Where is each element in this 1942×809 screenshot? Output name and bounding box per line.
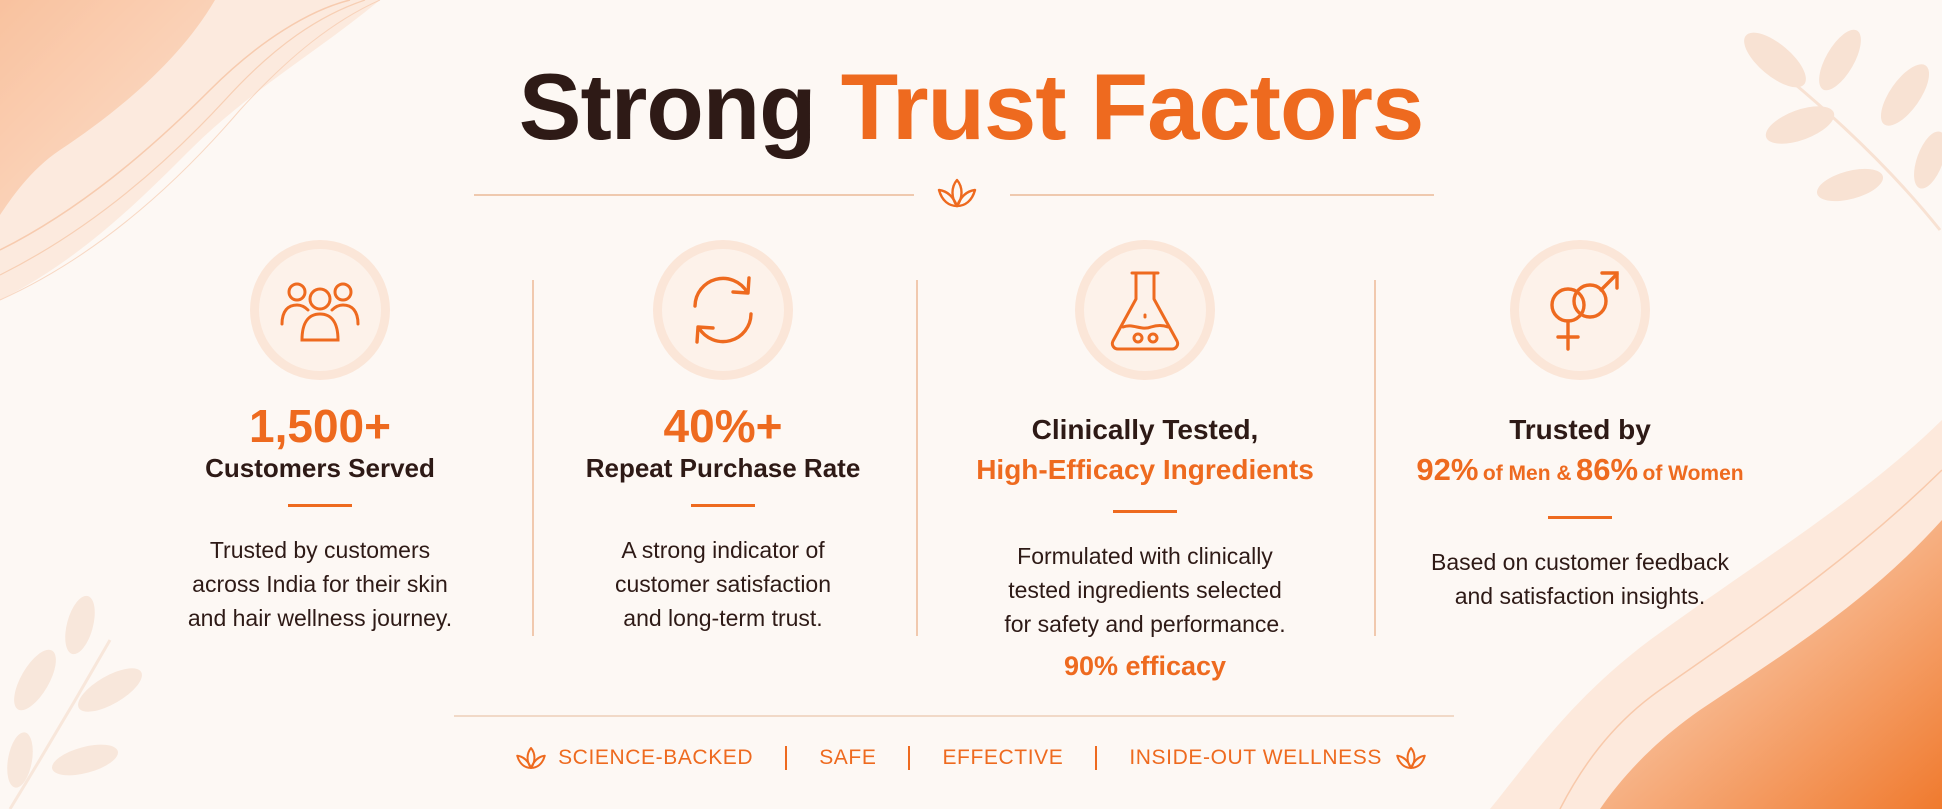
refresh-cycle-icon (693, 276, 753, 344)
repeat-rate-label: Repeat Purchase Rate (585, 453, 861, 483)
clinical-title: Clinically Tested, (1031, 414, 1259, 445)
gender-trust-description: Based on customer feedback and satisfact… (1380, 545, 1780, 613)
divider-line-right (1010, 194, 1434, 196)
bottom-right-wave (1490, 420, 1942, 809)
lotus-icon (1396, 747, 1426, 769)
column-divider (1374, 280, 1376, 636)
icon-badge (1510, 240, 1650, 380)
repeat-rate-description: A strong indicator of customer satisfact… (563, 533, 883, 635)
desc-line: Formulated with clinically (1017, 543, 1273, 569)
footer-tagline: SCIENCE-BACKED SAFE EFFECTIVE INSIDE-OUT… (0, 740, 1942, 776)
lab-flask-icon (1110, 271, 1180, 351)
clinical-description: Formulated with clinically tested ingred… (945, 539, 1345, 641)
lotus-icon (516, 747, 546, 769)
trust-factor-gender-trust: Trusted by 92% of Men & 86% of Women Bas… (1380, 240, 1780, 613)
leaf-branch-bottom-left (7, 595, 142, 809)
customers-description: Trusted by customers across India for th… (160, 533, 480, 635)
footer-item-safe: SAFE (819, 746, 877, 769)
trust-factor-clinical: Clinically Tested, High-Efficacy Ingredi… (945, 240, 1345, 683)
desc-line: customer satisfaction (614, 571, 832, 597)
desc-line: Trusted by customers (209, 537, 431, 563)
gender-trust-stats: 92% of Men & 86% of Women (1380, 450, 1780, 496)
desc-line: and satisfaction insights. (1454, 583, 1706, 609)
customers-label: Customers Served (205, 453, 435, 483)
women-percentage: 86% (1576, 452, 1639, 487)
icon-badge (1075, 240, 1215, 380)
trust-factor-repeat-purchase: 40%+ Repeat Purchase Rate A strong indic… (563, 240, 883, 635)
column-divider (916, 280, 918, 636)
lotus-icon (937, 178, 977, 208)
footer-separator (785, 746, 788, 770)
footer-separator (1095, 746, 1098, 770)
desc-line: Based on customer feedback (1431, 549, 1729, 575)
accent-dash (691, 504, 755, 507)
divider-line-left (474, 194, 914, 196)
footer-divider (454, 715, 1454, 717)
desc-line: and hair wellness journey. (187, 605, 453, 631)
title-divider (474, 176, 1434, 212)
desc-line: A strong indicator of (621, 537, 825, 563)
page-title: Strong Trust Factors (0, 52, 1942, 162)
men-text: of Men & (1482, 462, 1572, 485)
desc-line: for safety and performance. (1004, 611, 1286, 637)
accent-dash (1113, 510, 1177, 513)
gender-trust-title: Trusted by (1509, 414, 1651, 445)
title-part-dark: Strong (518, 54, 817, 159)
people-group-icon (280, 282, 360, 342)
footer-item-effective: EFFECTIVE (942, 746, 1064, 769)
desc-line: and long-term trust. (623, 605, 823, 631)
clinical-subtitle: High-Efficacy Ingredients (976, 454, 1314, 485)
women-text: of Women (1642, 462, 1744, 485)
customers-stat: 1,500+ (249, 400, 391, 452)
accent-dash (288, 504, 352, 507)
icon-badge (653, 240, 793, 380)
desc-line: tested ingredients selected (1008, 577, 1282, 603)
repeat-rate-stat: 40%+ (663, 400, 783, 452)
icon-badge (250, 240, 390, 380)
leaf-branch-top-right (1744, 29, 1942, 231)
footer-separator (908, 746, 911, 770)
desc-line: across India for their skin (192, 571, 448, 597)
top-left-wave (0, 0, 381, 301)
men-percentage: 92% (1416, 452, 1479, 487)
footer-item-science-backed: SCIENCE-BACKED (558, 746, 754, 769)
trust-factor-customers: 1,500+ Customers Served Trusted by custo… (160, 240, 480, 635)
footer-item-inside-out-wellness: INSIDE-OUT WELLNESS (1129, 746, 1382, 769)
accent-dash (1548, 516, 1612, 519)
title-part-accent: Trust Factors (840, 54, 1424, 159)
column-divider (532, 280, 534, 636)
gender-symbols-icon (1550, 271, 1619, 351)
efficacy-highlight: 90% efficacy (1063, 651, 1227, 681)
